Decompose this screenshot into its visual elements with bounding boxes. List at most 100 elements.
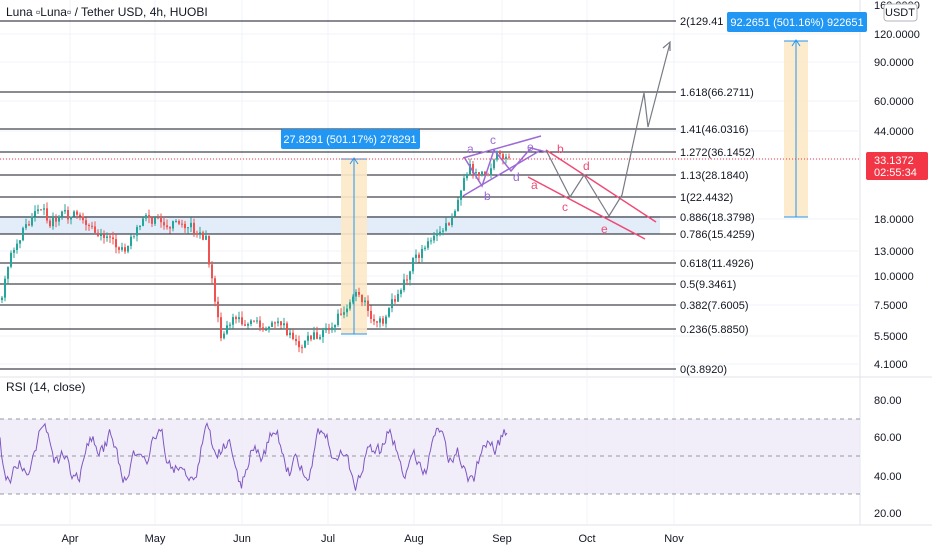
- candle: [181, 219, 183, 228]
- price-tick-label: 44.0000: [874, 126, 914, 138]
- candle: [199, 226, 201, 239]
- candle: [451, 213, 453, 228]
- red-channel[interactable]: a b c d e: [527, 40, 671, 240]
- red-wave-a: a: [531, 178, 538, 192]
- candle: [79, 212, 81, 221]
- price-axis[interactable]: 120.000090.000060.000044.000030.000018.0…: [874, 29, 920, 371]
- measurement-right[interactable]: [784, 39, 808, 218]
- candle: [358, 287, 360, 298]
- candle: [409, 270, 411, 286]
- measurement-right-label: 92.2651 (501.16%) 922651: [730, 17, 863, 29]
- candle: [310, 334, 312, 342]
- candle: [214, 275, 216, 307]
- candle: [139, 225, 141, 231]
- currency-badge-box[interactable]: [883, 3, 918, 22]
- candle: [325, 323, 327, 333]
- candle: [322, 327, 324, 343]
- candle: [106, 232, 108, 242]
- candle: [442, 228, 444, 236]
- candle: [229, 322, 231, 330]
- candle: [421, 245, 423, 263]
- fib-level-label: 0(3.8920): [680, 364, 727, 376]
- candle: [295, 334, 297, 346]
- fibonacci-retracement[interactable]: 2(129.41 1.618(66.2711) 1.41(46.0316) 1.272…: [0, 16, 755, 376]
- candle: [424, 245, 426, 251]
- candle: [331, 322, 333, 333]
- projection-path: [545, 42, 671, 218]
- current-price-value: 33.1372: [874, 155, 914, 167]
- purple-wave-b: b: [484, 189, 491, 203]
- measurement-left-arrow: [349, 157, 359, 165]
- candle: [70, 216, 72, 225]
- candle: [37, 204, 39, 215]
- candle: [373, 314, 375, 326]
- fib-level-label: 0.382(7.6005): [680, 300, 749, 312]
- time-tick-label: Apr: [61, 533, 78, 545]
- candle: [319, 334, 321, 341]
- candle: [466, 172, 468, 181]
- time-axis[interactable]: Apr May Jun Jul Aug Sep Oct Nov: [61, 533, 684, 545]
- candle: [157, 214, 159, 220]
- rsi-axis[interactable]: 80.00 60.00 40.00 20.00: [874, 395, 902, 520]
- purple-triangle[interactable]: a b c d e: [462, 133, 547, 203]
- candle: [238, 311, 240, 323]
- candle: [412, 257, 414, 275]
- fib-level-label: 1.41(46.0316): [680, 124, 749, 136]
- candle: [88, 223, 90, 231]
- candle: [487, 172, 489, 177]
- candle: [73, 210, 75, 217]
- fib-level-label: 0.886(18.3798): [680, 212, 755, 224]
- candle: [505, 153, 507, 164]
- candle: [283, 317, 285, 330]
- candle: [508, 153, 510, 160]
- currency-badge[interactable]: USDT: [885, 7, 915, 19]
- time-tick-label: Sep: [492, 533, 512, 545]
- candle: [76, 209, 78, 219]
- candle: [67, 206, 69, 224]
- candle: [82, 212, 84, 224]
- price-pane[interactable]: [0, 0, 860, 375]
- candle: [481, 170, 483, 177]
- candle: [334, 324, 336, 333]
- time-tick-label: Aug: [404, 533, 424, 545]
- candle: [142, 217, 144, 227]
- candle: [151, 216, 153, 227]
- candle: [103, 230, 105, 244]
- candle: [463, 173, 465, 191]
- candle: [241, 311, 243, 326]
- candle: [292, 329, 294, 341]
- candle: [394, 295, 396, 305]
- candle: [397, 289, 399, 303]
- red-channel-lower: [527, 176, 646, 240]
- candle: [454, 209, 456, 217]
- candle: [337, 309, 339, 327]
- red-wave-d: d: [583, 159, 590, 173]
- measurement-left[interactable]: 27.8291 (501.17%) 278291: [281, 129, 420, 335]
- candle: [427, 237, 429, 251]
- candle: [235, 315, 237, 324]
- price-tick-label: 5.5000: [874, 331, 908, 343]
- candle: [217, 296, 219, 323]
- candle: [172, 220, 174, 232]
- candle: [121, 242, 123, 252]
- candle: [160, 213, 162, 228]
- current-price-tag: [866, 152, 928, 180]
- purple-trendline-upper: [462, 135, 542, 159]
- candle: [472, 160, 474, 179]
- candle: [253, 320, 255, 323]
- candle: [193, 218, 195, 237]
- candle: [49, 218, 51, 228]
- candle: [349, 299, 351, 311]
- candle: [34, 205, 36, 222]
- fib-level-label: 1.618(66.2711): [680, 87, 754, 99]
- purple-wave-d: d: [513, 170, 520, 184]
- candle: [85, 217, 87, 231]
- rsi-tick-label: 60.00: [874, 432, 902, 444]
- candle: [61, 210, 63, 220]
- time-tick-label: May: [145, 533, 166, 545]
- fib-zone-0.786-0.886: [0, 216, 660, 234]
- candlestick-series[interactable]: [1, 149, 510, 354]
- candle: [247, 322, 249, 329]
- rsi-line[interactable]: [0, 421, 508, 491]
